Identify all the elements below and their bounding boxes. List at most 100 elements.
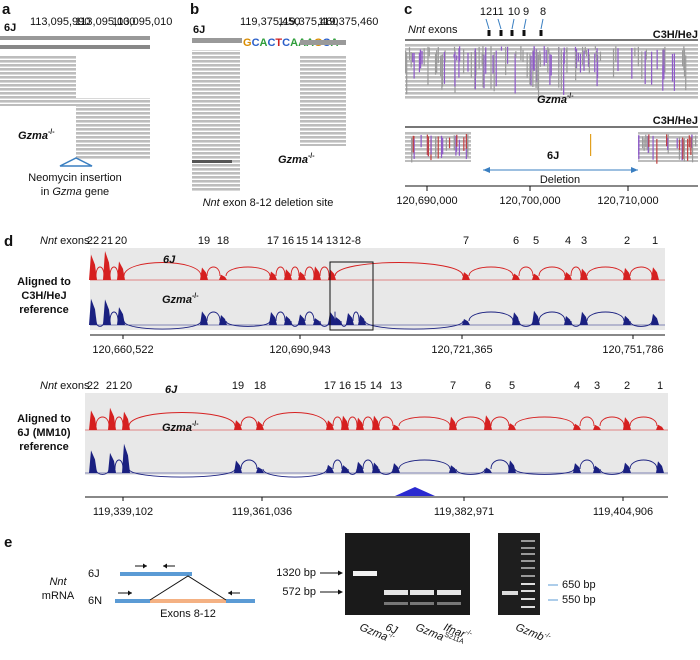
exon-number: 20 <box>115 235 127 247</box>
caption-part: in <box>41 186 50 198</box>
read-mismatch <box>575 50 577 81</box>
exon-arrow <box>523 18 527 30</box>
gel-band <box>437 590 461 595</box>
read-mismatch <box>563 52 565 95</box>
read-mismatch <box>533 46 535 72</box>
track-label: Gzma-/- <box>162 421 199 434</box>
coverage-peak <box>89 298 97 325</box>
name: Gzma <box>537 94 567 106</box>
read-mismatch <box>420 134 422 148</box>
read-mismatch <box>688 135 690 148</box>
read-mismatch <box>550 54 552 76</box>
ladder-band <box>521 547 535 549</box>
base: A <box>290 37 298 49</box>
junction-arc <box>455 468 486 475</box>
read-mismatch <box>412 53 414 63</box>
sample-label: Gzma-/- <box>18 129 55 142</box>
reads <box>300 56 346 146</box>
exon-number: 6 <box>513 235 519 247</box>
ladder-band <box>521 606 535 608</box>
read-mismatch <box>436 50 438 74</box>
exon-number: 12-8 <box>339 235 361 247</box>
gel-band <box>437 602 461 605</box>
coverage-peak <box>122 411 130 430</box>
exon-number: 20 <box>120 380 132 392</box>
coverage-peak <box>117 261 125 280</box>
exon-number: 12 <box>480 6 492 18</box>
panel-label: c <box>404 1 412 18</box>
exon-number: 13 <box>390 380 402 392</box>
coverage-peak <box>356 417 364 430</box>
coordinate: 113,095,000 <box>75 16 135 28</box>
read-mismatch <box>643 138 645 151</box>
read-mismatch <box>644 51 646 85</box>
junction-arc <box>225 266 271 277</box>
axis-label: 120,690,000 <box>396 195 457 207</box>
junction-arc <box>319 266 330 277</box>
coverage-peak <box>256 420 264 430</box>
junction-arc <box>304 266 315 277</box>
exon-arrow <box>511 18 515 30</box>
arrow-head <box>163 563 167 569</box>
gel-band <box>384 590 408 595</box>
read-mismatch <box>547 47 549 73</box>
read-mismatch <box>539 50 541 61</box>
name: Gzma <box>414 621 446 643</box>
coverage-peak <box>392 424 400 430</box>
title-part: exons <box>428 24 458 36</box>
arrow-head <box>128 590 132 596</box>
read-mismatch <box>543 46 545 66</box>
read-mismatch <box>522 49 524 62</box>
read-mismatch <box>453 136 456 151</box>
read <box>192 160 232 163</box>
coverage-peak <box>326 464 334 473</box>
read-mismatch <box>583 50 585 71</box>
read-mismatch <box>681 139 683 161</box>
junction-arc <box>629 320 653 327</box>
coverage-peak <box>298 314 306 325</box>
coverage-peak <box>313 266 321 280</box>
junction-arc <box>225 320 271 327</box>
read-mismatch <box>423 48 425 66</box>
exon-number: 15 <box>354 380 366 392</box>
superscript: -/- <box>308 153 315 160</box>
read-mismatch <box>458 139 460 156</box>
junction-arc <box>332 416 343 427</box>
side-label: 6J (MM10) <box>17 427 71 439</box>
junction-arc <box>398 416 451 427</box>
isoform-label: 6N <box>88 595 102 607</box>
exon-number: 19 <box>232 380 244 392</box>
coordinate: 113,095,010 <box>112 16 172 28</box>
coverage-peak <box>651 267 659 280</box>
side-label: reference <box>19 304 69 316</box>
title-part: Nnt <box>408 24 426 36</box>
junction-arc <box>538 311 566 322</box>
read-mismatch <box>454 51 456 87</box>
exon-number: 2 <box>624 235 630 247</box>
junction-arc <box>629 416 658 427</box>
read-mismatch <box>646 136 648 150</box>
exon-number: 4 <box>574 380 580 392</box>
size-label: 650 bp <box>562 579 596 591</box>
junction-arc <box>586 266 625 277</box>
junction-arc <box>629 266 653 277</box>
exons-title: Nnt exons <box>40 380 90 392</box>
read-mismatch <box>560 49 562 64</box>
read-mismatch <box>437 47 439 64</box>
read-mismatch <box>651 51 653 85</box>
read-mismatch <box>430 135 432 155</box>
exon-number: 11 <box>492 6 503 18</box>
coverage-peak <box>512 312 520 325</box>
junction-arc <box>468 266 514 277</box>
base: G <box>243 37 252 49</box>
exon-number: 5 <box>509 380 515 392</box>
lane-label: 6J <box>384 621 400 637</box>
read-mismatch <box>453 54 455 58</box>
read-mismatch <box>641 136 644 149</box>
read-mismatch <box>575 48 578 69</box>
ruler <box>0 36 150 40</box>
junction-arc <box>490 416 510 427</box>
read-mismatch <box>612 48 615 78</box>
name: 6J <box>163 254 176 266</box>
coverage-peak <box>341 465 349 473</box>
